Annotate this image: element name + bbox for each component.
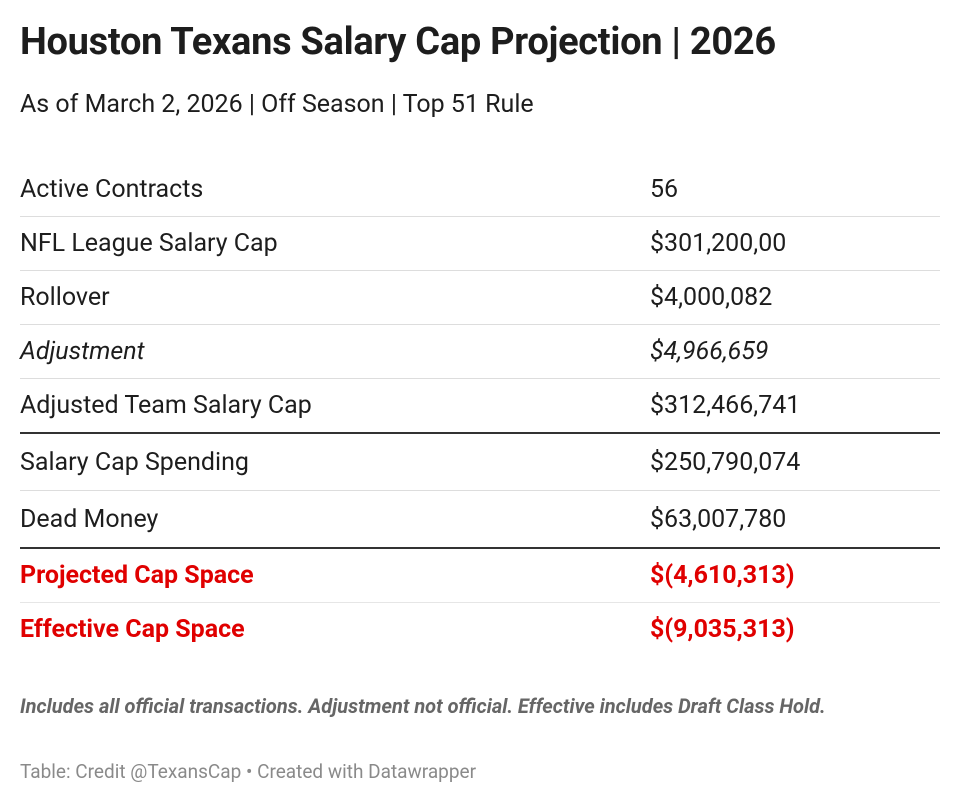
table-row: Active Contracts 56 bbox=[20, 163, 940, 217]
cell: Adjusted Team Salary Cap bbox=[20, 391, 312, 420]
cell: 56 bbox=[650, 175, 679, 204]
cell: $(4,610,313) bbox=[650, 561, 795, 590]
cell: Rollover bbox=[20, 283, 110, 312]
cell: $250,790,074 bbox=[650, 447, 801, 477]
table-row: NFL League Salary Cap $301,200,00 bbox=[20, 217, 940, 271]
table-row: Effective Cap Space $(9,035,313) bbox=[20, 603, 940, 656]
table-row: Adjustment $4,966,659 bbox=[20, 325, 940, 379]
cell: $63,007,780 bbox=[650, 504, 787, 534]
subtitle: As of March 2, 2026 | Off Season | Top 5… bbox=[20, 90, 534, 119]
footnote: Includes all official transactions. Adju… bbox=[20, 694, 826, 718]
table-row: Salary Cap Spending $250,790,074 bbox=[20, 434, 940, 491]
table-row: Adjusted Team Salary Cap $312,466,741 bbox=[20, 379, 940, 434]
cell: Dead Money bbox=[20, 504, 159, 534]
cell: Projected Cap Space bbox=[20, 561, 254, 590]
title: Houston Texans Salary Cap Projection | 2… bbox=[20, 20, 776, 64]
cell: $4,966,659 bbox=[650, 337, 769, 366]
table: Active Contracts 56 NFL League Salary Cap… bbox=[20, 163, 940, 656]
table-row: Dead Money $63,007,780 bbox=[20, 491, 940, 549]
cell: Adjustment bbox=[20, 337, 145, 366]
cell: $312,466,741 bbox=[650, 391, 801, 420]
table-row: Projected Cap Space $(4,610,313) bbox=[20, 549, 940, 603]
cell: Salary Cap Spending bbox=[20, 447, 249, 477]
cell: $301,200,00 bbox=[650, 229, 787, 258]
table-row: Rollover $4,000,082 bbox=[20, 271, 940, 325]
source: Table: Credit @TexansCap • Created with … bbox=[20, 760, 477, 783]
cell: $(9,035,313) bbox=[650, 615, 795, 644]
cell: Effective Cap Space bbox=[20, 615, 245, 644]
cell: NFL League Salary Cap bbox=[20, 229, 278, 258]
cell: Active Contracts bbox=[20, 175, 204, 204]
cell: $4,000,082 bbox=[650, 283, 773, 312]
